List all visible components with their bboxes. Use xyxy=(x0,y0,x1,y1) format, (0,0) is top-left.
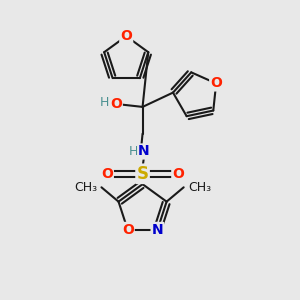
Text: CH₃: CH₃ xyxy=(188,181,211,194)
Text: H: H xyxy=(129,145,138,158)
Text: S: S xyxy=(136,165,148,183)
Text: O: O xyxy=(172,167,184,181)
Text: CH₃: CH₃ xyxy=(74,181,97,194)
Text: O: O xyxy=(101,167,113,181)
Text: O: O xyxy=(122,223,134,237)
Text: H: H xyxy=(100,96,110,109)
Text: O: O xyxy=(110,97,122,111)
Text: N: N xyxy=(138,145,150,158)
Text: N: N xyxy=(152,223,163,237)
Text: O: O xyxy=(210,76,222,90)
Text: O: O xyxy=(120,29,132,43)
